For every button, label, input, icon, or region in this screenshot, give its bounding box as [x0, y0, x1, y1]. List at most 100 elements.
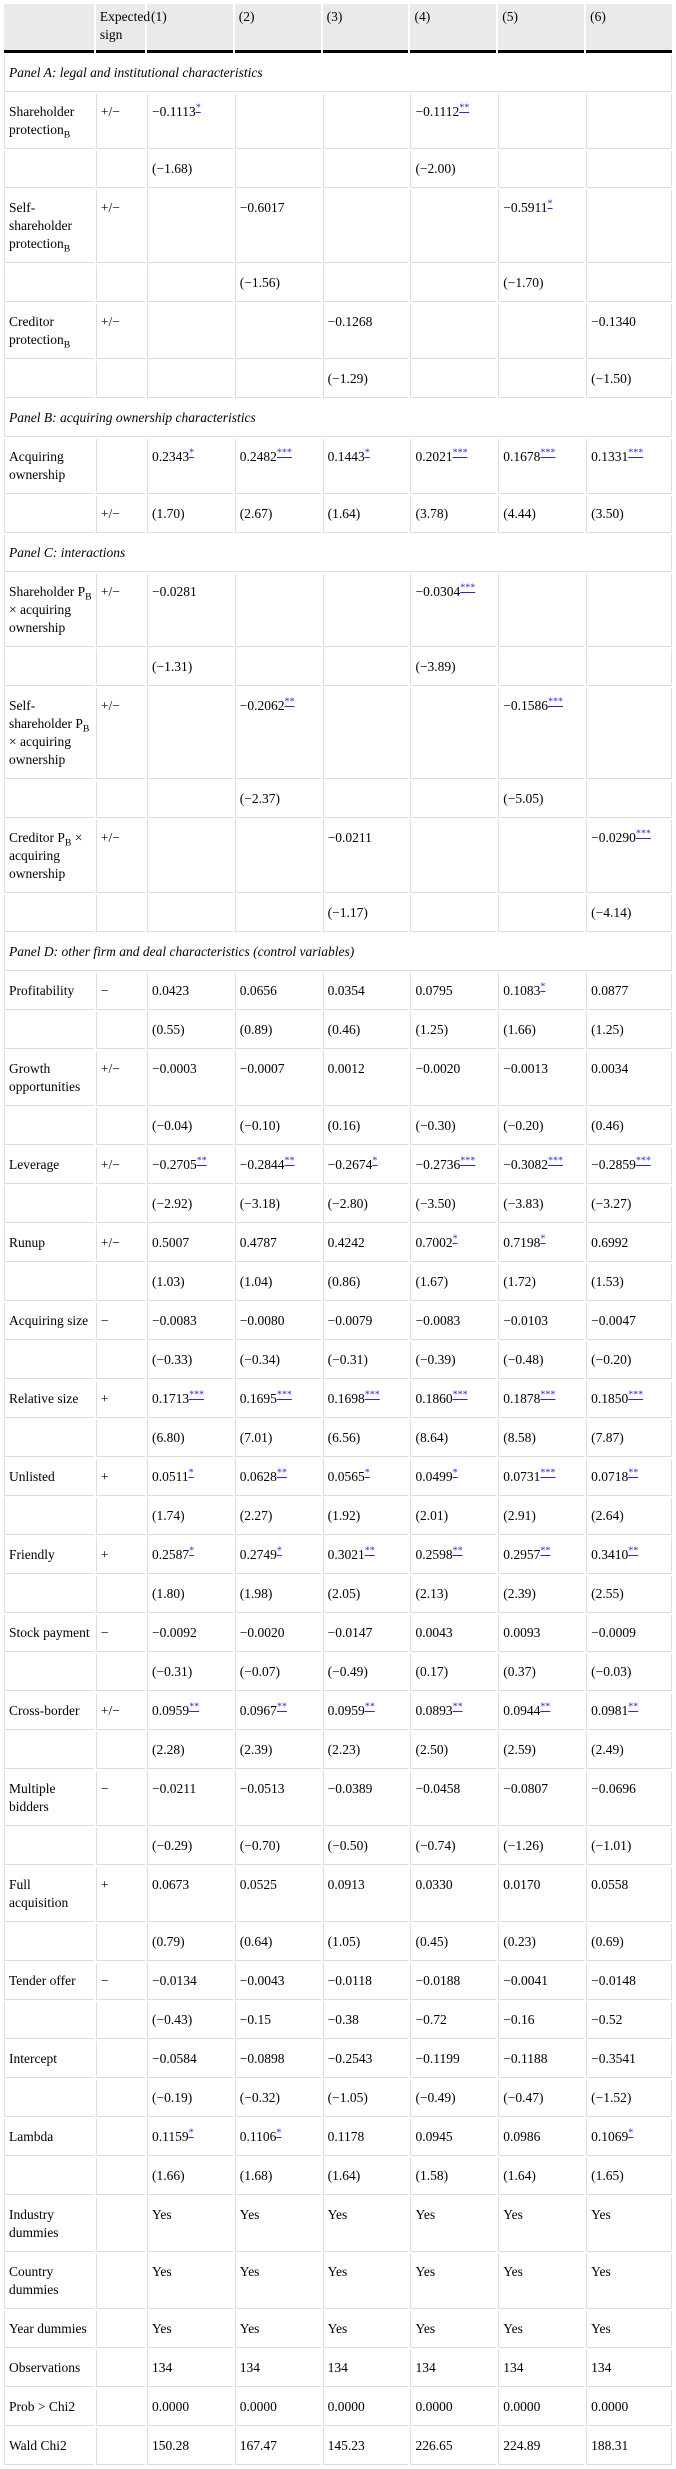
expected-sign-cell	[95, 1498, 145, 1535]
significance-link[interactable]: ***	[548, 1155, 564, 1167]
significance-link[interactable]: *	[372, 1155, 378, 1167]
tstat-cell: −0.38	[322, 2002, 409, 2039]
coef-cell	[146, 304, 233, 359]
expected-sign-cell	[95, 361, 145, 398]
tstat-cell: (0.37)	[498, 1654, 585, 1691]
significance-link[interactable]: **	[196, 1155, 207, 1167]
significance-link[interactable]: *	[276, 1545, 282, 1557]
significance-link[interactable]: *	[452, 1467, 458, 1479]
tstat-cell: (2.28)	[146, 1732, 233, 1769]
significance-link[interactable]: ***	[635, 828, 651, 840]
significance-stars: ***	[460, 583, 475, 594]
coef-cell: −0.1113*	[146, 94, 233, 149]
significance-link[interactable]: ***	[628, 447, 644, 459]
significance-link[interactable]: *	[188, 1467, 194, 1479]
significance-link[interactable]: **	[364, 1701, 375, 1713]
significance-stars: ***	[453, 448, 468, 459]
significance-link[interactable]: ***	[364, 1389, 380, 1401]
coef-cell: −0.0696	[586, 1771, 672, 1826]
tstat-cell	[498, 895, 585, 932]
coef-cell	[146, 190, 233, 263]
coef-cell: 0.0795	[410, 973, 497, 1010]
significance-link[interactable]: **	[364, 1545, 375, 1557]
coef-cell: 0.1331***	[586, 439, 672, 494]
table-row: Relative size +0.1713*** 0.1695*** 0.1698**…	[4, 1381, 672, 1418]
significance-link[interactable]: *	[189, 1545, 195, 1557]
tstat-cell: (1.92)	[322, 1498, 409, 1535]
significance-link[interactable]: **	[628, 1701, 639, 1713]
row-label	[4, 265, 94, 302]
table-row: Shareholder PB × acquiring ownership +/− −…	[4, 574, 672, 647]
row-label: Year dummies	[4, 2311, 94, 2348]
significance-link[interactable]: ***	[548, 696, 564, 708]
significance-link[interactable]: *	[276, 2127, 282, 2139]
table-row: Tender offer − −0.0134 −0.0043 −0.0118 −0.018…	[4, 1963, 672, 2000]
significance-link[interactable]: ***	[189, 1389, 205, 1401]
significance-link[interactable]: **	[452, 1701, 463, 1713]
expected-sign-cell	[95, 151, 145, 188]
significance-link[interactable]: *	[188, 2127, 194, 2139]
expected-sign-cell	[95, 1828, 145, 1865]
significance-link[interactable]: ***	[540, 1467, 556, 1479]
significance-link[interactable]: *	[540, 981, 546, 993]
coef-cell: −0.0389	[322, 1771, 409, 1826]
tstat-cell: (−1.05)	[322, 2080, 409, 2117]
coef-cell: 0.0000	[410, 2389, 497, 2426]
significance-link[interactable]: ***	[460, 1155, 476, 1167]
significance-link[interactable]: *	[452, 1233, 458, 1245]
significance-link[interactable]: *	[540, 1233, 546, 1245]
significance-link[interactable]: **	[276, 1701, 287, 1713]
expected-sign-cell: +/−	[95, 1225, 145, 1262]
tstat-cell	[322, 781, 409, 818]
tstat-cell: (1.64)	[322, 496, 409, 533]
significance-stars: **	[277, 1702, 287, 1713]
significance-link[interactable]: *	[364, 447, 370, 459]
significance-link[interactable]: ***	[452, 447, 468, 459]
table-row: Profitability −0.0423 0.0656 0.0354 0.0795 0.…	[4, 973, 672, 1010]
coef-cell: 0.0731***	[498, 1459, 585, 1496]
significance-stars: *	[189, 2128, 194, 2139]
expected-sign-cell: +/−	[95, 688, 145, 779]
significance-link[interactable]: ***	[452, 1389, 468, 1401]
tstat-cell: (1.25)	[586, 1012, 672, 1049]
significance-link[interactable]: ***	[540, 1389, 556, 1401]
coef-cell: −0.0083	[410, 1303, 497, 1340]
significance-link[interactable]: **	[276, 1467, 287, 1479]
coef-cell: 0.0981**	[586, 1693, 672, 1730]
significance-link[interactable]: **	[284, 696, 295, 708]
expected-sign-cell: −	[95, 1771, 145, 1826]
row-label	[4, 1498, 94, 1535]
significance-link[interactable]: *	[547, 198, 553, 210]
tstat-cell: (−1.17)	[322, 895, 409, 932]
significance-link[interactable]: *	[189, 447, 195, 459]
significance-link[interactable]: ***	[635, 1155, 651, 1167]
significance-link[interactable]: ***	[276, 447, 292, 459]
coef-cell: 0.5007	[146, 1225, 233, 1262]
table-row: (−0.33) (−0.34) (−0.31) (−0.39) (−0.48) (−0.2…	[4, 1342, 672, 1379]
tstat-cell: (−0.33)	[146, 1342, 233, 1379]
significance-link[interactable]: *	[195, 102, 201, 114]
tstat-cell: −0.72	[410, 2002, 497, 2039]
significance-link[interactable]: **	[284, 1155, 295, 1167]
tstat-cell: (−1.50)	[586, 361, 672, 398]
significance-link[interactable]: **	[628, 1467, 639, 1479]
expected-sign-cell	[95, 1654, 145, 1691]
significance-stars: **	[277, 1468, 287, 1479]
significance-link[interactable]: *	[364, 1467, 370, 1479]
significance-stars: *	[277, 1546, 282, 1557]
significance-link[interactable]: ***	[540, 447, 556, 459]
significance-link[interactable]: *	[628, 2127, 634, 2139]
row-label	[4, 361, 94, 398]
table-row: Self-shareholder protectionB +/− −0.6017 −0…	[4, 190, 672, 263]
significance-link[interactable]: **	[540, 1701, 551, 1713]
significance-link[interactable]: **	[628, 1545, 639, 1557]
significance-link[interactable]: **	[459, 102, 470, 114]
coef-cell: −0.2674*	[322, 1147, 409, 1184]
significance-link[interactable]: **	[189, 1701, 200, 1713]
significance-link[interactable]: ***	[460, 582, 476, 594]
coef-cell: Yes	[322, 2311, 409, 2348]
significance-link[interactable]: ***	[276, 1389, 292, 1401]
significance-link[interactable]: **	[540, 1545, 551, 1557]
significance-link[interactable]: **	[452, 1545, 463, 1557]
significance-link[interactable]: ***	[628, 1389, 644, 1401]
